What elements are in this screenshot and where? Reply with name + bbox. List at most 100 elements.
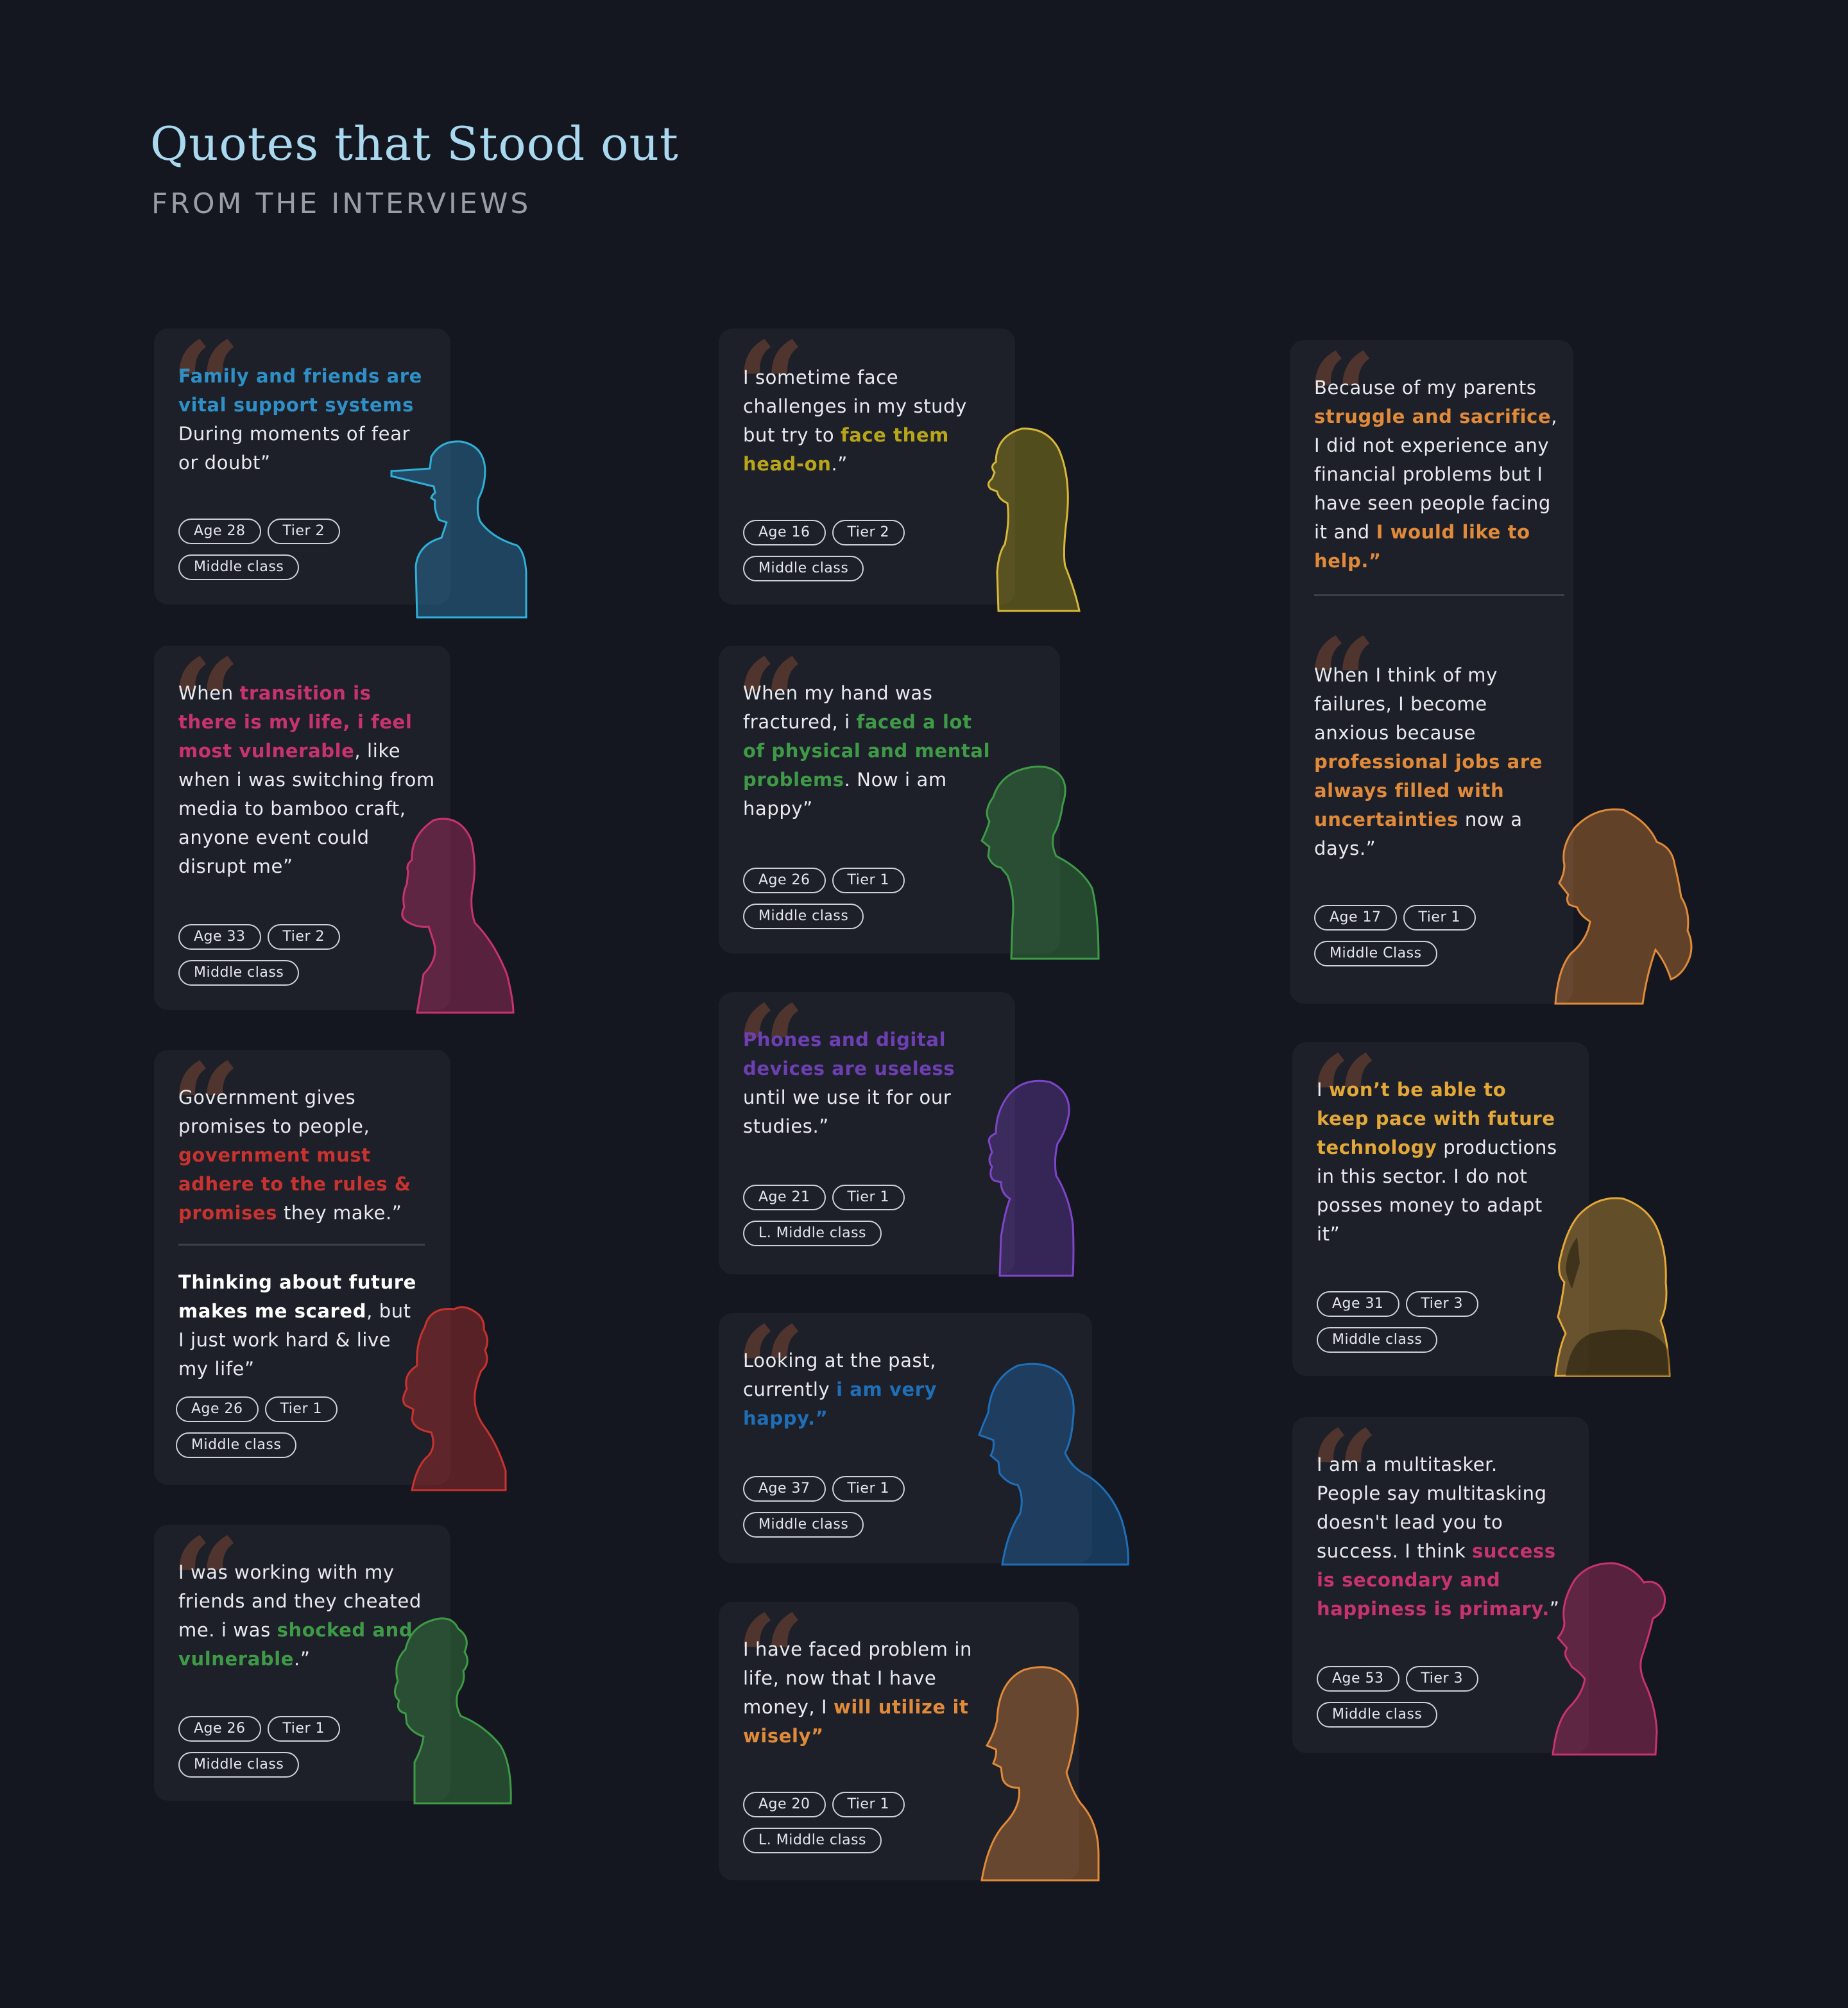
quote-mark-icon: “ — [735, 315, 806, 458]
quote-highlight: Family and friends are vital support sys… — [178, 365, 422, 416]
quote-card: “ I sometime face challenges in my study… — [719, 315, 1081, 612]
quote-mark-icon: “ — [735, 1588, 806, 1731]
quote-highlight: I would like to help.” — [1314, 521, 1530, 572]
quote-card: “ I was working with my friends and they… — [154, 1522, 512, 1805]
class-tag: Middle class — [743, 904, 864, 929]
quote-text: I sometime face challenges in my study b… — [743, 366, 967, 475]
tag-list: Age 37 Tier 1 Middle class — [743, 1476, 974, 1548]
tier-tag: Tier 2 — [267, 924, 340, 950]
quote-highlight: won’t be able to keep pace with future t… — [1317, 1079, 1555, 1158]
woman-bun-silhouette — [988, 1079, 1075, 1277]
quote-text: I have faced problem in life, now that I… — [743, 1638, 972, 1747]
age-tag: Age 37 — [743, 1476, 826, 1502]
quote-mark-icon: “ — [1309, 1403, 1380, 1547]
quote-mark-icon: “ — [171, 632, 241, 775]
quote-mark-icon: “ — [171, 1036, 241, 1180]
class-tag: Middle class — [178, 1752, 300, 1778]
woman-bun-profile-silhouette — [1552, 1562, 1666, 1756]
age-tag: Age 26 — [176, 1396, 259, 1422]
page-title: Quotes that Stood out — [150, 117, 679, 171]
tier-tag: Tier 1 — [832, 868, 905, 893]
quote-highlight: Phones and digital devices are useless — [743, 1029, 955, 1079]
tier-tag: Tier 2 — [832, 520, 905, 545]
quote-highlight: face them head-on — [743, 424, 949, 475]
quote-text: Thinking about future makes me scared, b… — [178, 1271, 416, 1380]
age-tag: Age 28 — [178, 519, 261, 544]
quote-text: I am a multitasker. People say multitask… — [1317, 1454, 1560, 1620]
quote-text: Because of my parents struggle and sacri… — [1314, 377, 1558, 572]
tag-list: Age 26 Tier 1 Middle class — [176, 1396, 407, 1468]
quote-card: “ When transition is there is my life, i… — [154, 632, 515, 1014]
age-tag: Age 16 — [743, 520, 826, 545]
quote-mark-icon: “ — [735, 632, 806, 775]
age-tag: Age 31 — [1317, 1291, 1399, 1317]
quote-mark-icon: “ — [1306, 327, 1377, 470]
quote-card: “ Because of my parents struggle and sac… — [1290, 327, 1693, 1005]
older-man-silhouette — [978, 1362, 1129, 1566]
tier-tag: Tier 1 — [832, 1185, 905, 1210]
tag-list: Age 26 Tier 1 Middle class — [178, 1716, 409, 1788]
quote-highlight: shocked and vulnerable — [178, 1619, 413, 1670]
class-tag: Middle class — [178, 960, 300, 986]
hijab-woman-silhouette — [1554, 1197, 1671, 1377]
quote-highlight: transition is there is my life, i feel m… — [178, 682, 413, 762]
quote-divider — [1314, 594, 1564, 596]
quote-mark-icon: “ — [1306, 612, 1377, 755]
tag-list: Age 26 Tier 1 Middle class — [743, 868, 974, 940]
quote-mark-icon: “ — [1309, 1029, 1380, 1172]
quote-card: “ Family and friends are vital support s… — [154, 315, 527, 619]
tag-list: Age 21 Tier 1 L. Middle class — [743, 1185, 974, 1257]
tier-tag: Tier 3 — [1405, 1291, 1478, 1317]
class-tag: Middle class — [743, 1512, 864, 1538]
quote-mark-icon: “ — [735, 979, 806, 1122]
age-tag: Age 21 — [743, 1185, 826, 1210]
page-subtitle: FROM THE INTERVIEWS — [151, 187, 531, 220]
age-tag: Age 17 — [1314, 905, 1397, 931]
man-with-cap-silhouette — [390, 440, 527, 619]
class-tag: Middle class — [176, 1432, 297, 1458]
tier-tag: Tier 1 — [832, 1792, 905, 1817]
quote-text: Family and friends are vital support sys… — [178, 365, 422, 474]
tag-list: Age 53 Tier 3 Middle class — [1317, 1666, 1548, 1738]
young-man-silhouette — [394, 1617, 512, 1805]
tag-list: Age 16 Tier 2 Middle class — [743, 520, 974, 592]
tier-tag: Tier 1 — [1403, 905, 1476, 931]
tag-list: Age 33 Tier 2 Middle class — [178, 924, 409, 996]
age-tag: Age 26 — [743, 868, 826, 893]
quote-highlight: faced a lot of physical and mental probl… — [743, 711, 991, 791]
quote-mark-icon: “ — [171, 315, 241, 458]
quote-card: “ I have faced problem in life, now that… — [719, 1588, 1100, 1882]
age-tag: Age 20 — [743, 1792, 826, 1817]
tier-tag: Tier 1 — [832, 1476, 905, 1502]
girl-silhouette — [988, 427, 1081, 612]
class-tag: L. Middle class — [743, 1828, 882, 1853]
age-tag: Age 33 — [178, 924, 261, 950]
tag-list: Age 31 Tier 3 Middle class — [1317, 1291, 1548, 1363]
quote-card: “ I am a multitasker. People say multita… — [1292, 1403, 1666, 1756]
quote-divider — [178, 1244, 425, 1246]
quote-highlight: Thinking about future makes me scared — [178, 1271, 416, 1322]
tier-tag: Tier 3 — [1405, 1666, 1478, 1692]
quote-text: When transition is there is my life, i f… — [178, 682, 435, 877]
woman-ponytail-silhouette — [1554, 808, 1693, 1005]
quote-mark-icon: “ — [735, 1300, 806, 1443]
quote-text: Looking at the past, currently i am very… — [743, 1350, 937, 1429]
age-tag: Age 53 — [1317, 1666, 1399, 1692]
bald-man-silhouette — [980, 1666, 1100, 1882]
quote-highlight: government must adhere to the rules & pr… — [178, 1144, 411, 1224]
tier-tag: Tier 2 — [267, 519, 340, 544]
quote-highlight: success is secondary and happiness is pr… — [1317, 1540, 1556, 1620]
quote-text: Phones and digital devices are useless u… — [743, 1029, 955, 1137]
quote-text: Government gives promises to people, gov… — [178, 1086, 411, 1224]
quote-highlight: will utilize it wisely” — [743, 1696, 969, 1747]
quote-highlight: professional jobs are always filled with… — [1314, 751, 1543, 830]
tier-tag: Tier 1 — [264, 1396, 338, 1422]
class-tag: L. Middle class — [743, 1221, 882, 1246]
man-profile-silhouette — [980, 766, 1100, 960]
tag-list: Age 20 Tier 1 L. Middle class — [743, 1792, 974, 1864]
quote-highlight: struggle and sacrifice — [1314, 406, 1552, 427]
quote-card: “ Government gives promises to people, g… — [154, 1036, 507, 1491]
quote-highlight: i am very happy.” — [743, 1378, 937, 1429]
age-tag: Age 26 — [178, 1716, 261, 1742]
bearded-man-silhouette — [401, 818, 515, 1014]
